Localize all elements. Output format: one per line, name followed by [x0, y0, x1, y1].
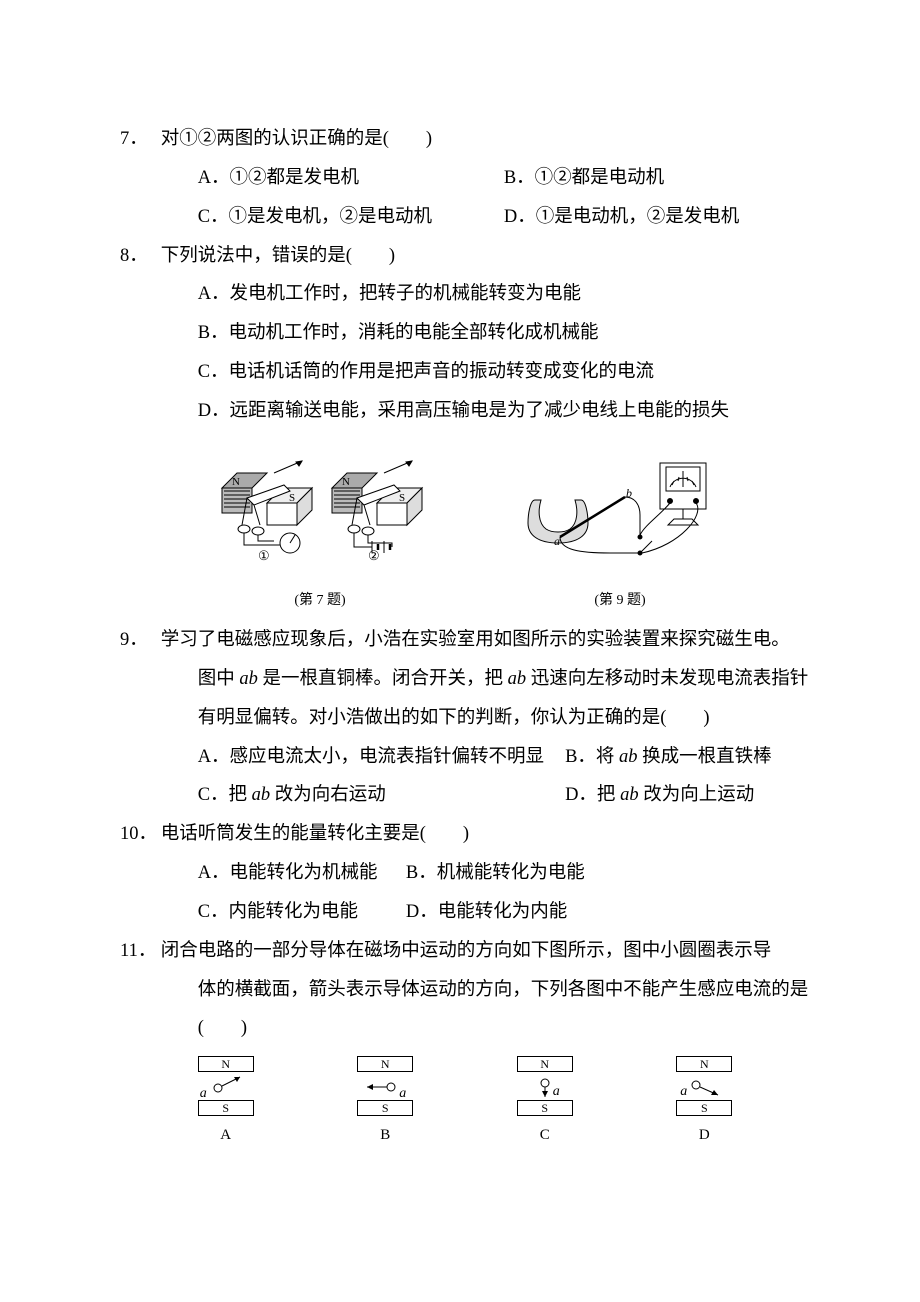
q10-opt-c: C．内能转化为电能 [198, 893, 406, 932]
q7-options-cd: C．①是发电机，②是电动机 D．①是电动机，②是发电机 [120, 198, 810, 237]
figure-row: N S [120, 445, 810, 615]
q9-opt-b: B．将 ab 换成一根直铁棒 [565, 738, 810, 777]
q7-opt-c: C．①是发电机，②是电动机 [198, 198, 504, 237]
question-8: 8．下列说法中，错误的是( ) [120, 237, 810, 276]
q9-options-ab: A．感应电流太小，电流表指针偏转不明显 B．将 ab 换成一根直铁棒 [120, 738, 810, 777]
q9-options-cd: C．把 ab 改为向右运动 D．把 ab 改为向上运动 [120, 776, 810, 815]
svg-text:N: N [342, 476, 350, 488]
q7-opt-d: D．①是电动机，②是发电机 [504, 198, 810, 237]
q9-stem2-ab: ab [239, 669, 258, 689]
q9-stem2-mid2: 迅速向左移动时未发现电流表指针 [526, 669, 808, 689]
svg-text:a: a [554, 534, 560, 548]
q9-stem2-ab2: ab [508, 669, 527, 689]
q8-opt-a: A．发电机工作时，把转子的机械能转变为电能 [120, 275, 810, 314]
q8-opt-c: C．电话机话筒的作用是把声音的振动转变成变化的电流 [120, 353, 810, 392]
figure-9: a b [520, 445, 720, 615]
page: 7．对①②两图的认识正确的是( ) A．①②都是发电机 B．①②都是电动机 C．… [0, 0, 920, 1252]
q9-stem-line3: 有明显偏转。对小浩做出的如下的判断，你认为正确的是( ) [120, 699, 810, 738]
q11-fig-d: N a S D [676, 1056, 732, 1152]
question-7: 7．对①②两图的认识正确的是( ) [120, 120, 810, 159]
q11-fig-b: N a S B [357, 1056, 413, 1152]
figure-7: N S [210, 445, 430, 615]
q9-opt-c: C．把 ab 改为向右运动 [198, 776, 565, 815]
q10-opt-a: A．电能转化为机械能 [198, 854, 406, 893]
q11-number: 11． [120, 932, 161, 971]
figure-7-svg: N S [210, 445, 430, 565]
svg-text:②: ② [368, 548, 380, 563]
svg-text:S: S [399, 492, 405, 504]
q11-stem-line2: 体的横截面，箭头表示导体运动的方向，下列各图中不能产生感应电流的是 [120, 971, 810, 1010]
q7-opt-b: B．①②都是电动机 [504, 159, 810, 198]
q10-number: 10． [120, 815, 161, 854]
q10-stem: 电话听筒发生的能量转化主要是( ) [161, 824, 469, 844]
q7-number: 7． [120, 120, 161, 159]
q11-fig-a: N a S A [198, 1056, 254, 1152]
q10-options-ab: A．电能转化为机械能 B．机械能转化为电能 [120, 854, 810, 893]
q9-opt-d: D．把 ab 改为向上运动 [565, 776, 810, 815]
q8-opt-d: D．远距离输送电能，采用高压输电是为了减少电线上电能的损失 [120, 392, 810, 431]
q7-stem: 对①②两图的认识正确的是( ) [161, 129, 432, 149]
q11-figures: N a S A N a S [120, 1056, 810, 1152]
svg-text:S: S [289, 492, 295, 504]
q9-stem2-pre: 图中 [198, 669, 240, 689]
q11-fig-c: N a S C [517, 1056, 573, 1152]
svg-text:①: ① [258, 548, 270, 563]
q11-stem-line3: ( ) [120, 1009, 810, 1048]
question-10: 10．电话听筒发生的能量转化主要是( ) [120, 815, 810, 854]
q11-stem-line1: 闭合电路的一部分导体在磁场中运动的方向如下图所示，图中小圆圈表示导 [161, 941, 772, 961]
q10-opt-b: B．机械能转化为电能 [406, 854, 585, 893]
question-9: 9．学习了电磁感应现象后，小浩在实验室用如图所示的实验装置来探究磁生电。 [120, 621, 810, 660]
question-11: 11．闭合电路的一部分导体在磁场中运动的方向如下图所示，图中小圆圈表示导 [120, 932, 810, 971]
figure-7-caption: (第 7 题) [210, 586, 430, 615]
q8-opt-b: B．电动机工作时，消耗的电能全部转化成机械能 [120, 314, 810, 353]
svg-text:N: N [232, 476, 240, 488]
q7-opt-a: A．①②都是发电机 [198, 159, 504, 198]
q9-number: 9． [120, 621, 161, 660]
q9-stem2-mid: 是一根直铜棒。闭合开关，把 [258, 669, 508, 689]
figure-9-caption: (第 9 题) [520, 586, 720, 615]
q10-options-cd: C．内能转化为电能 D．电能转化为内能 [120, 893, 810, 932]
q9-stem-line2: 图中 ab 是一根直铜棒。闭合开关，把 ab 迅速向左移动时未发现电流表指针 [120, 660, 810, 699]
q7-options-ab: A．①②都是发电机 B．①②都是电动机 [120, 159, 810, 198]
q8-number: 8． [120, 237, 161, 276]
figure-9-svg: a b [520, 445, 720, 565]
q10-opt-d: D．电能转化为内能 [406, 893, 567, 932]
q8-stem: 下列说法中，错误的是( ) [161, 246, 395, 266]
q9-opt-a: A．感应电流太小，电流表指针偏转不明显 [198, 738, 565, 777]
q9-stem-line1: 学习了电磁感应现象后，小浩在实验室用如图所示的实验装置来探究磁生电。 [161, 630, 790, 650]
